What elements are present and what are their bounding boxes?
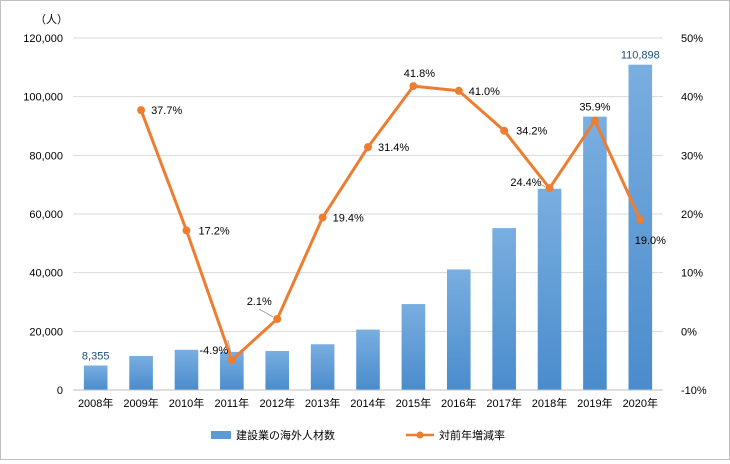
bar — [537, 188, 562, 390]
label-leader-line — [258, 308, 274, 318]
gridlines — [73, 37, 663, 391]
line-value-label: 19.0% — [635, 235, 666, 247]
x-tick-label: 2008年 — [78, 396, 113, 410]
x-tick-label: 2014年 — [350, 396, 385, 410]
bar — [83, 365, 108, 390]
x-tick-label: 2020年 — [623, 396, 658, 410]
bar — [129, 355, 153, 390]
line-marker — [137, 106, 146, 115]
line-marker — [318, 213, 327, 222]
line-value-label: 19.4% — [333, 213, 364, 225]
x-tick-label: 2010年 — [169, 396, 204, 410]
axes: 0 -10% 20,000 0% 40,000 10% 60,000 20% 80,000 30%… — [23, 33, 707, 410]
line-value-label: 2.1% — [247, 296, 272, 308]
line-value-label: 34.2% — [516, 126, 547, 138]
bar — [583, 116, 607, 390]
line-marker — [227, 356, 236, 365]
x-tick-label: 2013年 — [305, 396, 340, 410]
bar — [492, 228, 516, 390]
bar-value-label: 8,355 — [82, 350, 110, 362]
x-tick-label: 2019年 — [577, 396, 612, 410]
bar — [174, 349, 199, 390]
y-left-tick-label: 60,000 — [29, 209, 63, 221]
bar — [310, 344, 335, 390]
x-tick-label: 2015年 — [396, 396, 431, 410]
x-tick-label: 2017年 — [486, 396, 521, 410]
y-left-tick-label: 40,000 — [29, 268, 63, 280]
line-value-label: 17.2% — [198, 225, 229, 237]
x-tick-label: 2018年 — [532, 396, 567, 410]
x-tick-label: 2011年 — [215, 396, 250, 410]
line-marker — [182, 226, 191, 235]
legend-label-line: 対前年増減率 — [439, 428, 505, 442]
line-value-label: 41.8% — [404, 68, 435, 80]
line-marker — [590, 116, 599, 125]
line-marker — [500, 126, 509, 135]
label-leader-line — [537, 181, 546, 188]
bar — [220, 351, 244, 390]
y-left-tick-label: 20,000 — [29, 326, 63, 338]
y-right-tick-label: 50% — [681, 33, 703, 45]
y-left-tick-label: 0 — [57, 385, 63, 397]
y-right-tick-label: 30% — [681, 150, 703, 162]
line-series — [137, 82, 645, 365]
bar-series — [83, 64, 653, 390]
label-leader-line — [227, 339, 233, 357]
bar — [628, 64, 653, 390]
bar — [265, 350, 290, 390]
y-right-tick-label: 20% — [681, 209, 703, 221]
line-marker — [273, 315, 282, 324]
bar-value-label: 110,898 — [621, 50, 660, 62]
y-left-tick-label: 100,000 — [23, 92, 63, 104]
line-value-label: 37.7% — [151, 105, 182, 117]
line-marker — [364, 143, 372, 152]
line-marker — [545, 184, 554, 193]
data-labels: 8,355 110,898 37.7% 17.2% -4.9% 2.1% 19.4% 31.4… — [82, 50, 666, 363]
line-value-label: 31.4% — [378, 142, 409, 154]
left-axis-unit-label: （人） — [35, 13, 68, 26]
line-value-label: 35.9% — [579, 102, 610, 114]
line-marker — [454, 86, 463, 95]
y-right-tick-label: -10% — [681, 385, 707, 397]
y-left-tick-label: 80,000 — [29, 150, 63, 162]
legend-swatch-bars — [211, 431, 231, 439]
y-right-tick-label: 0% — [681, 326, 697, 338]
legend-swatch-marker — [416, 431, 424, 439]
x-tick-label: 2012年 — [259, 396, 294, 410]
line-value-label: 24.4% — [510, 177, 541, 189]
x-tick-label: 2016年 — [441, 396, 476, 410]
bar — [356, 329, 380, 390]
line-value-label: -4.9% — [199, 345, 228, 357]
line-marker — [636, 215, 645, 224]
legend[interactable]: 建設業の海外人材数 対前年増減率 — [211, 428, 505, 442]
x-tick-label: 2009年 — [123, 396, 158, 410]
legend-label-bars: 建設業の海外人材数 — [236, 428, 335, 442]
line-marker — [409, 82, 418, 91]
bar — [401, 304, 426, 390]
line-value-label: 41.0% — [469, 86, 500, 98]
y-right-tick-label: 40% — [681, 92, 703, 104]
line-path — [139, 84, 642, 362]
y-left-tick-label: 120,000 — [23, 33, 63, 45]
y-right-tick-label: 10% — [681, 268, 703, 280]
bar — [446, 269, 471, 390]
